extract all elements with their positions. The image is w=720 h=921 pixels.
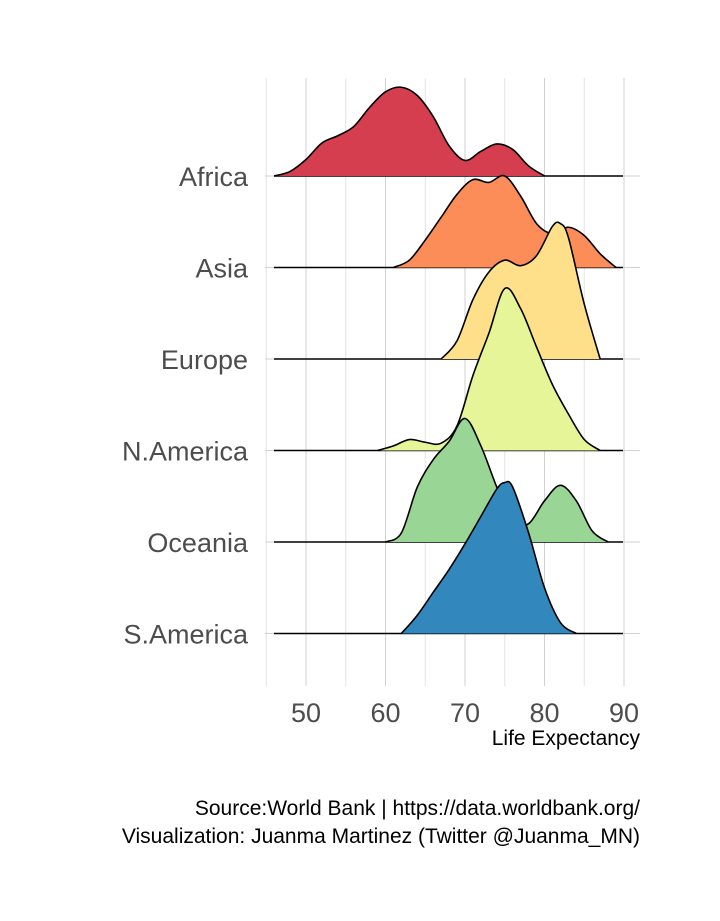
ridge-outline <box>273 86 545 177</box>
x-tick-label: 60 <box>370 698 400 728</box>
x-tick-label: 70 <box>450 698 480 728</box>
category-label: Asia <box>195 254 249 284</box>
ridge-area <box>441 222 601 359</box>
x-axis-ticks: 50 60 70 80 90 <box>291 698 639 728</box>
ridge-outline <box>377 287 601 452</box>
ridge-samerica <box>274 480 623 635</box>
category-label: Oceania <box>147 528 249 558</box>
ridge-area <box>401 481 577 634</box>
category-label: Europe <box>161 345 248 375</box>
category-label: N.America <box>122 437 249 467</box>
category-labels: Africa Asia Europe N.America Oceania S.Americ… <box>122 162 249 650</box>
ridge-outline <box>400 480 577 635</box>
x-axis-title: Life Expectancy <box>492 727 641 750</box>
x-tick-label: 80 <box>529 698 559 728</box>
ridge-area <box>274 87 545 176</box>
ridges <box>273 86 623 635</box>
caption-credit: Visualization: Juanma Martinez (Twitter … <box>122 825 640 848</box>
ridge-africa <box>273 86 623 177</box>
ridge-outline <box>385 417 609 543</box>
ridge-area <box>393 175 617 268</box>
ridge-area <box>385 418 609 542</box>
x-tick-label: 50 <box>291 698 321 728</box>
caption-source: Source:World Bank | https://data.worldba… <box>195 797 640 820</box>
x-tick-label: 90 <box>609 698 639 728</box>
ridge-outline <box>440 221 601 360</box>
ridge-outline <box>393 174 617 269</box>
ridge-europe <box>274 221 623 360</box>
ridge-area <box>377 287 601 451</box>
category-label: S.America <box>123 620 249 650</box>
category-label: Africa <box>179 162 249 192</box>
ridge-oceania <box>274 417 623 543</box>
